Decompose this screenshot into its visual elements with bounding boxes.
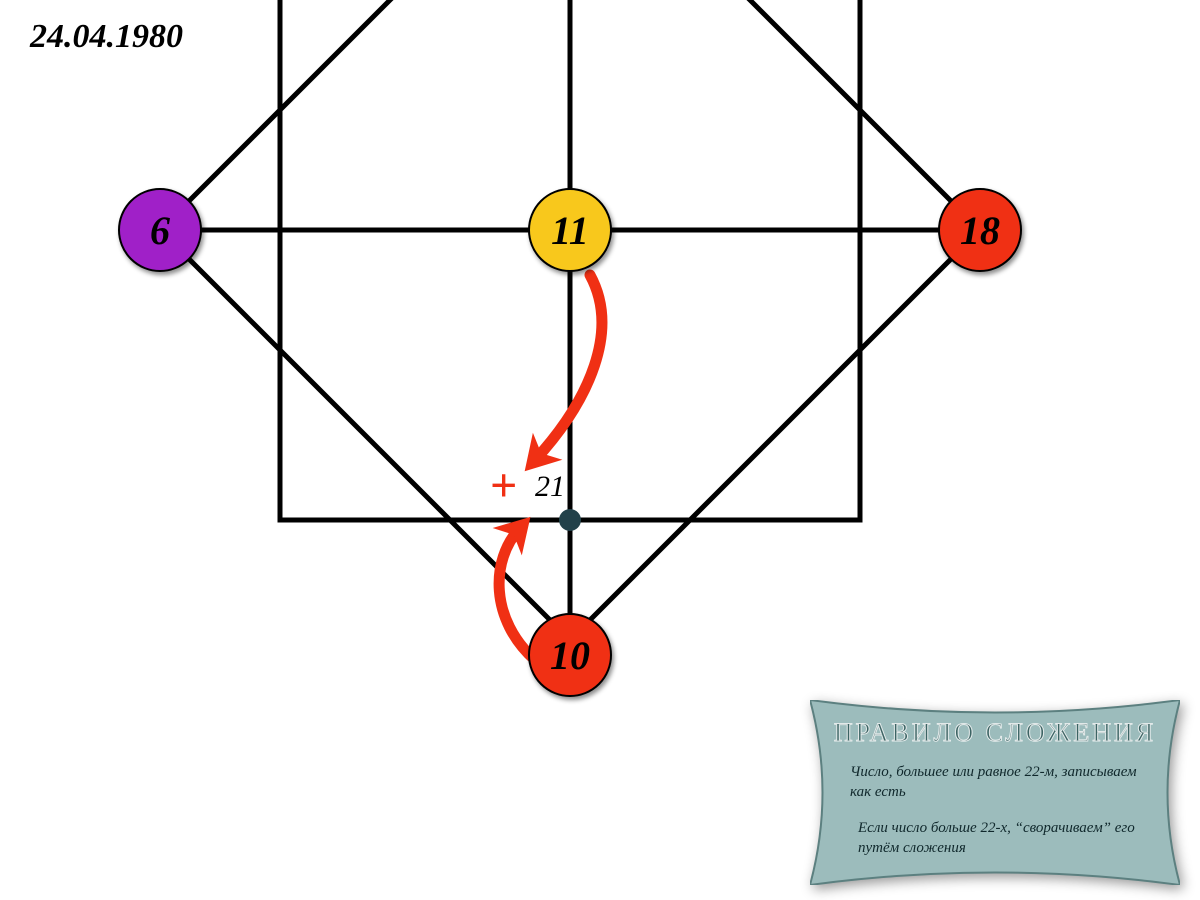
rule-box-title: ПРАВИЛО СЛОЖЕНИЯ xyxy=(810,718,1180,748)
rule-box-line2: Если число больше 22-х, “сворачиваем” ег… xyxy=(858,818,1158,859)
plus-icon: + xyxy=(490,462,517,510)
node-18-label: 18 xyxy=(960,207,1000,254)
node-18: 18 xyxy=(938,188,1022,272)
node-10-label: 10 xyxy=(550,632,590,679)
rule-box-line1: Число, большее или равное 22-м, записыва… xyxy=(850,762,1150,803)
rule-box: ПРАВИЛО СЛОЖЕНИЯ Число, большее или равн… xyxy=(810,700,1180,885)
node-10: 10 xyxy=(528,613,612,697)
diagram-stage: 24.04.1980 6 11 18 10 + 21 ПРАВИЛО СЛОЖЕНИЯ… xyxy=(0,0,1200,900)
node-11: 11 xyxy=(528,188,612,272)
node-6-label: 6 xyxy=(150,207,170,254)
node-11-label: 11 xyxy=(551,207,589,254)
node-6: 6 xyxy=(118,188,202,272)
sum-value: 21 xyxy=(535,470,565,504)
date-label: 24.04.1980 xyxy=(30,18,183,56)
